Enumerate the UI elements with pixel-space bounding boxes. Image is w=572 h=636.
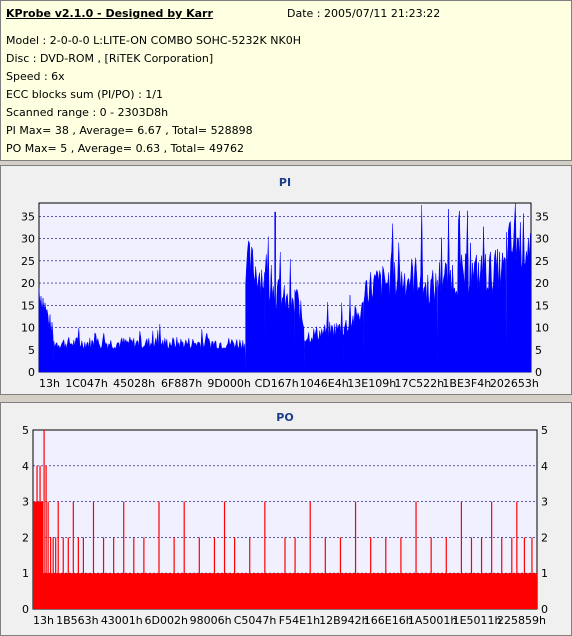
pi-chart: PI 0 0 5 5 10 10 15 15 20 20 25 25 30 30 35 35 13h 1C047h 4… bbox=[21, 176, 549, 390]
y-tick-label: 20 bbox=[21, 277, 35, 290]
y-tick-label: 25 bbox=[21, 255, 35, 268]
x-tick-label: 1B563h bbox=[56, 614, 99, 627]
disc-info: Disc : DVD-ROM , [RiTEK Corporation] bbox=[6, 52, 214, 65]
y-tick-label: 0 bbox=[22, 603, 29, 616]
x-tick-label: 98006h bbox=[190, 614, 232, 627]
x-tick-label: 13h bbox=[39, 377, 60, 390]
range-info: Scanned range : 0 - 2303D8h bbox=[6, 106, 169, 119]
pi-area-segment bbox=[304, 301, 345, 373]
pi-area-segment bbox=[422, 270, 438, 373]
y-tick-label: 2 bbox=[22, 531, 29, 544]
y-tick-label-right: 10 bbox=[535, 322, 549, 335]
x-tick-label: 45028h bbox=[113, 377, 155, 390]
pi-area-segment bbox=[53, 324, 246, 373]
x-tick-label: 1E5011h bbox=[453, 614, 502, 627]
y-tick-label-right: 5 bbox=[535, 344, 542, 357]
pi-area-segment bbox=[245, 240, 266, 373]
pi-chart-panel: PI 0 0 5 5 10 10 15 15 20 20 25 25 30 30 35 35 13h 1C047h 4… bbox=[0, 165, 572, 395]
pi-area-segment bbox=[265, 236, 296, 373]
ecc-info: ECC blocks sum (PI/PO) : 1/1 bbox=[6, 88, 163, 101]
y-tick-label: 3 bbox=[22, 496, 29, 509]
x-tick-label: 202653h bbox=[490, 377, 539, 390]
x-tick-label: 9D000h bbox=[207, 377, 250, 390]
y-tick-label: 5 bbox=[22, 424, 29, 437]
y-tick-label-right: 5 bbox=[541, 424, 548, 437]
y-tick-label-right: 3 bbox=[541, 496, 548, 509]
pi-area-segment bbox=[343, 295, 364, 373]
pi-area-segment bbox=[294, 288, 305, 373]
y-tick-label-right: 0 bbox=[535, 366, 542, 379]
po-stats: PO Max= 5 , Average= 0.63 , Total= 49762 bbox=[6, 142, 244, 155]
y-tick-label: 15 bbox=[21, 299, 35, 312]
y-tick-label: 1 bbox=[22, 567, 29, 580]
x-tick-label: 13E109h bbox=[347, 377, 396, 390]
model-info: Model : 2-0-0-0 L:LITE-ON COMBO SOHC-523… bbox=[6, 34, 301, 47]
x-tick-label: CD167h bbox=[255, 377, 299, 390]
po-chart: PO 0 0 1 1 2 2 3 3 4 4 5 5 13h 1B563h 43001h 6D002h 98006… bbox=[22, 411, 548, 627]
chart-title-1: PO bbox=[276, 411, 293, 424]
app-title: KProbe v2.1.0 - Designed by Karr bbox=[6, 7, 213, 20]
pi-area-segment bbox=[437, 208, 507, 373]
pi-area-segment bbox=[363, 205, 424, 373]
pi-area-segment bbox=[38, 287, 55, 373]
disc-info-panel: KProbe v2.1.0 - Designed by Karr Date : … bbox=[0, 0, 572, 161]
y-tick-label: 30 bbox=[21, 233, 35, 246]
x-tick-label: 6F887h bbox=[161, 377, 202, 390]
y-tick-label-right: 35 bbox=[535, 210, 549, 223]
po-start-block bbox=[33, 501, 43, 609]
speed-info: Speed : 6x bbox=[6, 70, 65, 83]
x-tick-label: 17C522h bbox=[394, 377, 444, 390]
y-tick-label-right: 30 bbox=[535, 233, 549, 246]
po-baseline-bar bbox=[43, 573, 537, 609]
y-tick-label-right: 15 bbox=[535, 299, 549, 312]
x-tick-label: 6D002h bbox=[144, 614, 187, 627]
scan-date: Date : 2005/07/11 21:23:22 bbox=[287, 7, 441, 20]
x-tick-label: F54E1h bbox=[279, 614, 320, 627]
x-tick-label: 1BE3F4h bbox=[442, 377, 491, 390]
x-tick-label: C5047h bbox=[234, 614, 277, 627]
pi-stats: PI Max= 38 , Average= 6.67 , Total= 5288… bbox=[6, 124, 253, 137]
y-tick-label-right: 0 bbox=[541, 603, 548, 616]
y-tick-label: 4 bbox=[22, 460, 29, 473]
y-tick-label: 0 bbox=[28, 366, 35, 379]
x-tick-label: 1046E4h bbox=[300, 377, 349, 390]
y-tick-label: 10 bbox=[21, 322, 35, 335]
y-tick-label-right: 4 bbox=[541, 460, 548, 473]
x-tick-label: 43001h bbox=[101, 614, 143, 627]
y-tick-label: 5 bbox=[28, 344, 35, 357]
x-tick-label: 13h bbox=[33, 614, 54, 627]
x-tick-label: 1A5001h bbox=[408, 614, 458, 627]
y-tick-label-right: 2 bbox=[541, 531, 548, 544]
y-tick-label-right: 1 bbox=[541, 567, 548, 580]
y-tick-label-right: 25 bbox=[535, 255, 549, 268]
x-tick-label: 12B942h bbox=[319, 614, 369, 627]
chart-title-0: PI bbox=[279, 176, 291, 189]
y-tick-label: 35 bbox=[21, 210, 35, 223]
x-tick-label: 225859h bbox=[497, 614, 546, 627]
pi-area-segment bbox=[506, 202, 532, 373]
y-tick-label-right: 20 bbox=[535, 277, 549, 290]
x-tick-label: 1C047h bbox=[65, 377, 108, 390]
x-tick-label: 166E16h bbox=[364, 614, 413, 627]
po-chart-panel: PO 0 0 1 1 2 2 3 3 4 4 5 5 13h 1B563h 43001h 6D002h 98006… bbox=[0, 402, 572, 636]
